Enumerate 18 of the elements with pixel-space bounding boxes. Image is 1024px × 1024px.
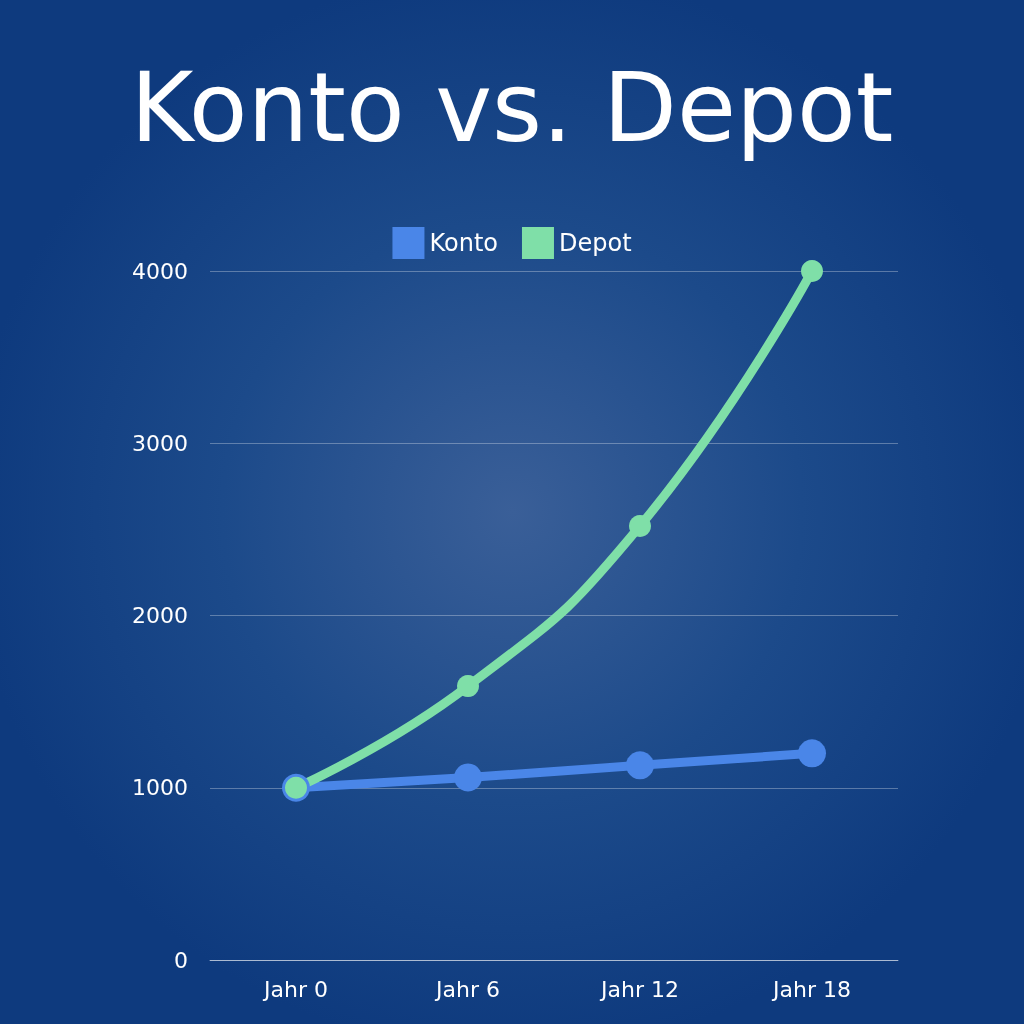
y-tick-label: 0 (174, 947, 188, 973)
point (454, 763, 482, 792)
point (798, 739, 826, 768)
legend-label: Depot (558, 229, 632, 257)
point (629, 514, 651, 537)
y-tick-label: 3000 (132, 430, 188, 456)
x-tick-label: Jahr 0 (262, 976, 328, 1002)
legend-label: Konto (429, 229, 498, 257)
x-tick-label: Jahr 6 (434, 976, 500, 1002)
point (801, 260, 823, 282)
x-tick-label: Jahr 12 (599, 976, 679, 1002)
point (457, 675, 479, 698)
y-tick-label: 1000 (132, 775, 188, 801)
y-tick-label: 2000 (132, 603, 188, 628)
x-tick-label: Jahr 18 (771, 976, 851, 1002)
point (626, 751, 654, 780)
y-tick-label: 4000 (132, 258, 188, 284)
chart-title: Konto vs. Depot (130, 52, 894, 164)
